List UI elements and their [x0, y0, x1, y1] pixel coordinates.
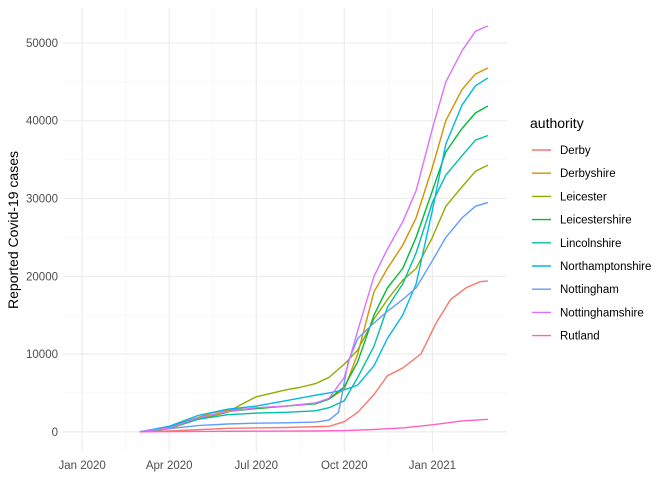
y-tick-label: 40000 — [26, 116, 58, 128]
series-lines — [139, 25, 489, 433]
y-axis-title: Reported Covid-19 cases — [5, 151, 21, 309]
series-line-nottingham — [139, 201, 489, 433]
y-tick-label: 10000 — [26, 349, 58, 361]
y-axis-tick-labels: 0 10000 20000 30000 40000 50000 — [26, 38, 58, 439]
x-tick-label: Jan 2021 — [409, 460, 456, 472]
y-tick-label: 30000 — [26, 194, 58, 206]
x-tick-label: Jan 2020 — [58, 460, 105, 472]
series-line-rutland — [139, 418, 488, 433]
legend-label-northamptonshire: Northamptonshire — [560, 261, 651, 273]
x-axis-tick-labels: Jan 2020 Apr 2020 Jul 2020 Oct 2020 Jan 2021 — [58, 460, 456, 472]
legend: authority Derby Derbyshire Leicester Leices… — [530, 115, 651, 343]
y-tick-label: 0 — [52, 427, 58, 439]
legend-label-nottingham: Nottingham — [560, 284, 619, 296]
legend-label-leicester: Leicester — [560, 191, 607, 203]
x-tick-label: Oct 2020 — [321, 460, 368, 472]
legend-label-leicestershire: Leicestershire — [560, 215, 632, 227]
series-line-nottinghamshire — [139, 25, 489, 433]
legend-label-rutland: Rutland — [560, 331, 600, 343]
series-line-leicester — [139, 164, 489, 433]
x-tick-label: Jul 2020 — [235, 460, 278, 472]
legend-label-nottinghamshire: Nottinghamshire — [560, 307, 644, 319]
legend-label-derby: Derby — [560, 145, 591, 157]
legend-label-lincolnshire: Lincolnshire — [560, 238, 621, 250]
series-line-lincolnshire — [139, 134, 489, 433]
series-line-derby — [139, 280, 488, 433]
y-tick-label: 50000 — [26, 38, 58, 50]
series-line-northamptonshire — [139, 77, 489, 433]
x-tick-label: Apr 2020 — [146, 460, 193, 472]
legend-title: authority — [530, 115, 584, 131]
legend-label-derbyshire: Derbyshire — [560, 168, 616, 180]
y-tick-label: 20000 — [26, 271, 58, 283]
legend-items: Derby Derbyshire Leicester Leicestershire Li… — [532, 145, 651, 343]
